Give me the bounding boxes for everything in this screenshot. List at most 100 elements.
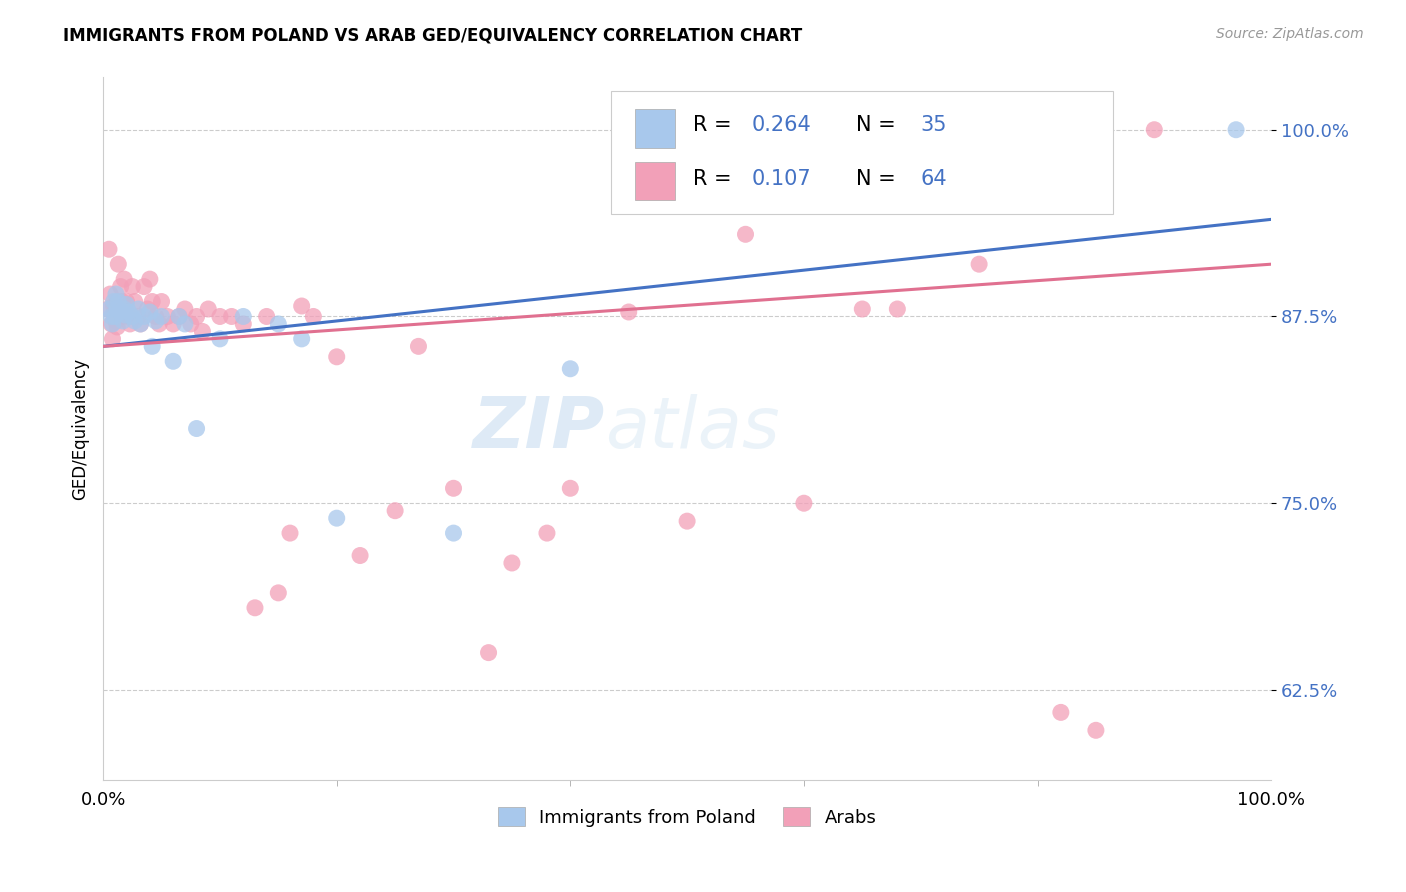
Point — [1225, 122, 1247, 136]
Point — [104, 305, 127, 319]
Point — [127, 310, 149, 324]
Point — [121, 310, 143, 324]
Point — [256, 310, 278, 324]
Text: Source: ZipAtlas.com: Source: ZipAtlas.com — [1216, 27, 1364, 41]
Point — [793, 496, 815, 510]
Point — [129, 317, 152, 331]
Point — [100, 310, 122, 324]
Point — [98, 301, 121, 316]
Point — [114, 308, 136, 322]
Point — [97, 301, 120, 316]
Point — [536, 526, 558, 541]
Point — [121, 279, 143, 293]
Point — [676, 514, 699, 528]
Point — [267, 586, 290, 600]
Text: N =: N = — [856, 115, 903, 135]
Point — [278, 526, 301, 541]
Point — [221, 310, 243, 324]
Point — [110, 279, 132, 293]
Legend: Immigrants from Poland, Arabs: Immigrants from Poland, Arabs — [491, 800, 884, 834]
Text: R =: R = — [693, 115, 738, 135]
Point — [145, 314, 167, 328]
Point — [124, 314, 146, 328]
Point — [1084, 723, 1107, 738]
Point — [150, 310, 173, 324]
Point — [560, 361, 582, 376]
Point — [208, 332, 231, 346]
Point — [118, 310, 141, 324]
Point — [136, 301, 159, 316]
Point — [105, 320, 128, 334]
Point — [1050, 706, 1073, 720]
Point — [118, 305, 141, 319]
Point — [443, 526, 465, 541]
Y-axis label: GED/Equivalency: GED/Equivalency — [72, 358, 89, 500]
Point — [162, 317, 184, 331]
Point — [107, 257, 129, 271]
Point — [141, 339, 163, 353]
Point — [148, 317, 170, 331]
Point — [111, 314, 134, 328]
Point — [103, 299, 125, 313]
Point — [243, 600, 266, 615]
Point — [107, 294, 129, 309]
Point — [349, 549, 371, 563]
Point — [104, 287, 127, 301]
Point — [1143, 122, 1166, 136]
Point — [501, 556, 523, 570]
Point — [111, 310, 134, 324]
Point — [100, 317, 122, 331]
Point — [560, 481, 582, 495]
Point — [111, 294, 134, 309]
Point — [124, 294, 146, 309]
Point — [98, 242, 121, 256]
Point — [162, 354, 184, 368]
Text: ZIP: ZIP — [472, 394, 606, 463]
Point — [180, 317, 202, 331]
Point — [127, 301, 149, 316]
Point — [101, 317, 124, 331]
Point — [132, 310, 155, 324]
Point — [886, 301, 908, 316]
Point — [267, 317, 290, 331]
Point — [191, 325, 214, 339]
Point — [291, 332, 314, 346]
Point — [967, 257, 990, 271]
Text: 0.264: 0.264 — [751, 115, 811, 135]
FancyBboxPatch shape — [634, 109, 675, 148]
Point — [443, 481, 465, 495]
Point — [167, 310, 190, 324]
Point — [150, 294, 173, 309]
Point — [167, 310, 190, 324]
Point — [98, 287, 121, 301]
Point — [208, 310, 231, 324]
Point — [156, 310, 179, 324]
Point — [101, 332, 124, 346]
Point — [851, 301, 873, 316]
Text: IMMIGRANTS FROM POLAND VS ARAB GED/EQUIVALENCY CORRELATION CHART: IMMIGRANTS FROM POLAND VS ARAB GED/EQUIV… — [63, 27, 803, 45]
Point — [302, 310, 325, 324]
Point — [477, 646, 499, 660]
Text: 64: 64 — [921, 169, 948, 189]
Point — [384, 504, 406, 518]
Point — [173, 317, 195, 331]
Point — [232, 310, 254, 324]
Point — [197, 301, 219, 316]
Point — [186, 310, 208, 324]
FancyBboxPatch shape — [634, 161, 675, 201]
FancyBboxPatch shape — [612, 92, 1114, 214]
Point — [145, 310, 167, 324]
Point — [141, 294, 163, 309]
Point — [103, 294, 125, 309]
Point — [734, 227, 756, 242]
Point — [118, 317, 141, 331]
Point — [232, 317, 254, 331]
Point — [104, 310, 127, 324]
Point — [408, 339, 430, 353]
Point — [325, 350, 347, 364]
Point — [112, 272, 135, 286]
Point — [617, 305, 640, 319]
Text: atlas: atlas — [606, 394, 780, 463]
Point — [325, 511, 347, 525]
Point — [291, 299, 314, 313]
